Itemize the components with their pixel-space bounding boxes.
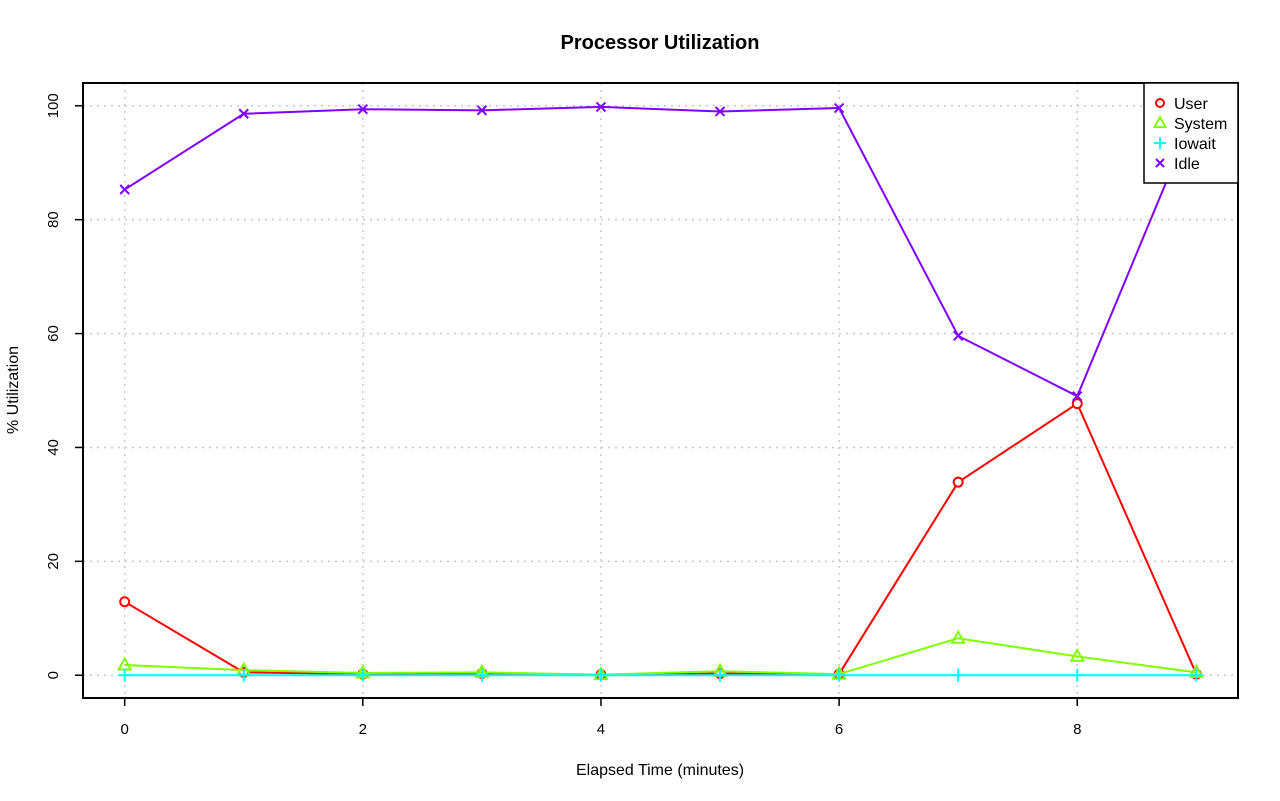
user-point	[952, 476, 964, 488]
iowait-point	[594, 668, 608, 682]
iowait-point	[356, 668, 370, 682]
iowait-point	[1189, 668, 1203, 682]
series-iowait	[118, 668, 1203, 682]
x-tick-label: 0	[121, 721, 129, 738]
legend-marker-system	[1152, 114, 1168, 128]
x-tick-label: 4	[597, 721, 605, 738]
idle-point	[119, 184, 130, 195]
legend-marker-idle	[1155, 158, 1165, 168]
y-tick-label: 60	[45, 325, 62, 342]
legend: User System Iowait Idle	[1143, 82, 1239, 184]
x-tick-label: 2	[359, 721, 367, 738]
idle-point	[1072, 390, 1083, 402]
system-line	[124, 637, 1197, 676]
x-tick-label: 6	[835, 721, 843, 738]
y-tick-label: 40	[45, 439, 62, 456]
iowait-point	[832, 668, 846, 682]
idle-point	[952, 330, 964, 342]
legend-label-user: User	[1174, 96, 1208, 113]
idle-line	[124, 105, 1198, 398]
iowait-point	[237, 668, 251, 682]
x-tick-label: 8	[1073, 721, 1081, 738]
idle-point	[357, 103, 369, 115]
system-point	[950, 629, 966, 644]
user-line	[124, 402, 1198, 676]
legend-marker-iowait	[1154, 137, 1166, 149]
idle-point	[833, 102, 845, 114]
iowait-point	[1070, 668, 1084, 682]
legend-label-idle: Idle	[1174, 156, 1200, 173]
y-tick-label: 0	[45, 671, 62, 679]
legend-marker-user	[1155, 98, 1165, 108]
idle-point	[238, 108, 249, 119]
system-point	[1069, 647, 1085, 662]
series-user	[119, 398, 1202, 681]
iowait-point	[475, 668, 489, 682]
y-axis-label: % Utilization	[5, 346, 22, 434]
y-tick-label: 100	[45, 93, 62, 118]
legend-label-iowait: Iowait	[1174, 136, 1216, 153]
iowait-point	[713, 668, 727, 682]
idle-point	[595, 101, 607, 113]
iowait-point	[951, 668, 965, 682]
y-tick-label: 20	[45, 553, 62, 570]
series-idle	[119, 101, 1202, 402]
system-point	[116, 656, 133, 671]
x-axis-label: Elapsed Time (minutes)	[576, 762, 744, 779]
iowait-point	[118, 668, 132, 682]
legend-label-system: System	[1174, 116, 1227, 133]
grid	[83, 83, 1238, 698]
user-point	[119, 596, 131, 608]
chart-title: Processor Utilization	[561, 32, 760, 54]
idle-point	[476, 105, 488, 116]
idle-point	[714, 106, 726, 117]
series-layer	[116, 101, 1205, 682]
y-tick-label: 80	[45, 211, 62, 228]
user-point	[1071, 398, 1083, 410]
